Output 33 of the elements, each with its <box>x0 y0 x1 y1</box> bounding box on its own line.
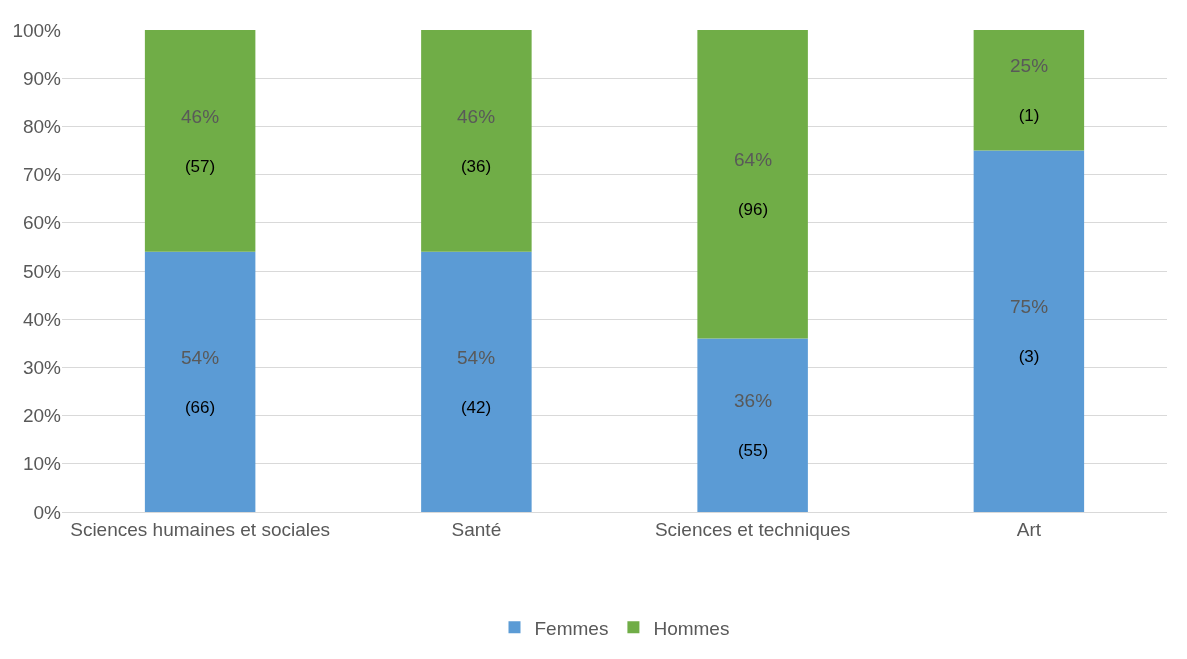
x-tick-label: Sciences et techniques <box>654 518 851 540</box>
text: 54% (42) <box>457 347 496 418</box>
y-tick-label: 60% <box>22 212 62 234</box>
text: 46% (57) <box>181 106 220 177</box>
y-tick-label: 80% <box>22 116 62 138</box>
bar <box>144 30 256 252</box>
y-tick-label: 20% <box>22 405 62 427</box>
x-tick-label: Sciences humaines et sociales <box>70 518 331 540</box>
y-tick-label: 30% <box>22 357 62 379</box>
y-tick-label: 10% <box>22 453 62 475</box>
text: 25% (1) <box>1010 55 1049 126</box>
text: 75% (3) <box>1010 296 1049 367</box>
bar <box>697 30 808 339</box>
text: 54% (66) <box>181 347 220 418</box>
y-tick-label: 100% <box>12 19 62 41</box>
bar <box>973 150 1085 512</box>
x-tick-label: Santé <box>451 518 502 540</box>
legend-label: Hommes <box>653 617 730 639</box>
bar <box>421 30 532 252</box>
y-tick-label: 0% <box>33 501 62 523</box>
y-tick-label: 90% <box>22 67 62 89</box>
bar <box>973 30 1085 151</box>
text: 64% (96) <box>734 149 773 220</box>
text: 46% (36) <box>457 106 496 177</box>
bar <box>421 251 532 512</box>
bar <box>144 251 256 512</box>
x-tick-label: Art <box>1016 518 1042 540</box>
y-tick-label: 50% <box>22 260 62 282</box>
y-tick-label: 40% <box>22 308 62 330</box>
legend-label: Femmes <box>534 617 609 639</box>
y-tick-label: 70% <box>22 164 62 186</box>
bar <box>697 338 808 512</box>
text: 36% (55) <box>734 390 773 461</box>
